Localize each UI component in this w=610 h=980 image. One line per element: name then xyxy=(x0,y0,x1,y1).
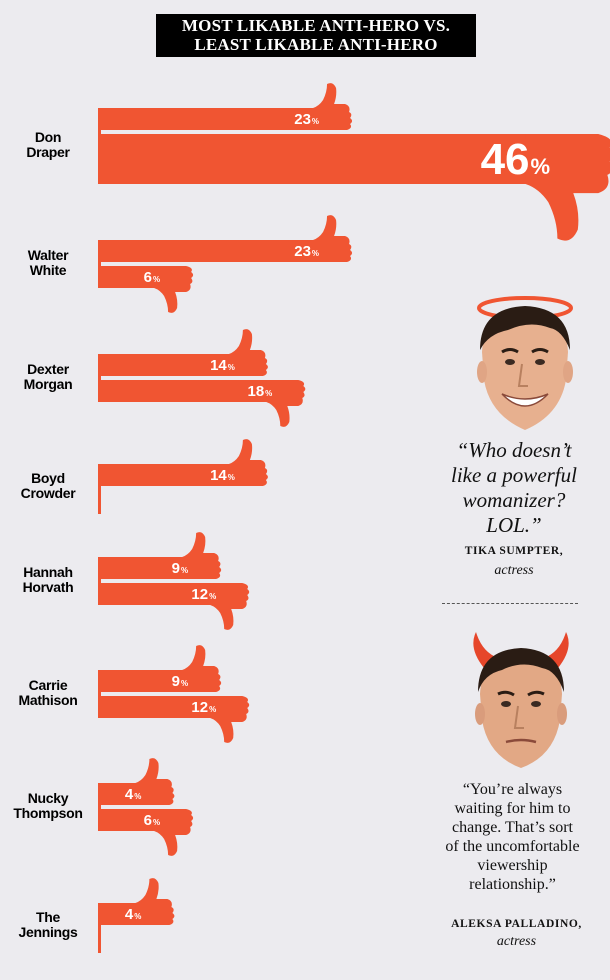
thumbs-down-icon xyxy=(210,583,250,630)
thumbs-up-icon xyxy=(228,329,268,376)
category-label: Horvath xyxy=(23,579,74,595)
thumbs-up-bar xyxy=(100,240,316,262)
thumbs-down-bar xyxy=(100,134,531,184)
row-axis-line xyxy=(98,783,101,831)
row-axis-line xyxy=(98,108,101,184)
quote-1-role: actress xyxy=(494,563,534,578)
category-label: Crowder xyxy=(21,485,77,501)
devil-horns-face-icon xyxy=(473,632,569,768)
row-axis-line xyxy=(98,670,101,718)
chart-title: MOST LIKABLE ANTI-HERO VS. LEAST LIKABLE… xyxy=(156,14,476,57)
category-label: Hannah xyxy=(23,564,73,580)
thumbs-up-icon xyxy=(135,878,175,925)
thumbs-down-bar xyxy=(100,266,157,288)
thumbs-down-bar xyxy=(100,696,213,718)
quote-2-line: viewership xyxy=(477,857,548,874)
category-label: Don xyxy=(35,129,61,145)
category-label: The xyxy=(36,909,61,925)
title-line-1: MOST LIKABLE ANTI-HERO VS. xyxy=(181,16,451,35)
thumbs-down-icon xyxy=(154,266,194,313)
category-label: Walter xyxy=(28,247,69,263)
quote-2-line: change. That’s sort xyxy=(451,819,573,836)
category-label: Thompson xyxy=(13,805,82,821)
thumbs-down-bar xyxy=(100,809,157,831)
thumbs-up-bar xyxy=(100,108,316,130)
category-label: Mathison xyxy=(18,692,77,708)
thumbs-down-icon xyxy=(266,380,306,427)
thumbs-down-bar xyxy=(100,583,213,605)
thumbs-up-bar xyxy=(100,670,185,692)
thumbs-down-icon xyxy=(525,134,610,241)
quote-1-line: like a powerful xyxy=(451,463,577,487)
category-label: Dexter xyxy=(27,361,70,377)
quote-2: “You’re always waiting for him to change… xyxy=(420,780,605,894)
row-axis-line xyxy=(98,557,101,605)
value-label: 46% xyxy=(481,135,551,184)
row-axis-line xyxy=(98,240,101,288)
category-label: Nucky xyxy=(28,790,69,806)
category-label: Morgan xyxy=(24,376,73,392)
thumbs-up-icon xyxy=(313,83,353,130)
thumbs-up-icon xyxy=(313,215,353,262)
quote-1: “Who doesn’t like a powerful womanizer? … xyxy=(424,438,604,538)
quote-2-line: relationship.” xyxy=(469,876,556,893)
thumbs-down-icon xyxy=(154,809,194,856)
thumbs-up-icon xyxy=(135,758,175,805)
quote-2-author: ALEKSA PALLADINO, xyxy=(451,918,582,930)
row-axis-line xyxy=(98,903,101,953)
quote-2-role: actress xyxy=(496,934,537,949)
thumbs-up-icon xyxy=(182,532,222,579)
quote-2-line: of the uncomfortable xyxy=(445,838,580,855)
thumbs-up-bar xyxy=(100,464,231,486)
thumbs-up-icon xyxy=(228,439,268,486)
halo-face-icon xyxy=(477,296,573,430)
quote-2-line: “You’re always xyxy=(462,781,563,798)
quote-1-line: LOL.” xyxy=(486,513,542,537)
category-label: Jennings xyxy=(18,924,78,940)
thumbs-up-icon xyxy=(182,645,222,692)
thumbs-up-bar xyxy=(100,783,138,805)
category-label: Draper xyxy=(26,144,70,160)
thumbs-up-bar xyxy=(100,354,231,376)
quote-divider xyxy=(442,603,578,604)
thumbs-up-bar xyxy=(100,557,185,579)
thumbs-down-icon xyxy=(210,696,250,743)
thumbs-up-bar xyxy=(100,903,138,925)
category-label: Boyd xyxy=(31,470,65,486)
title-line-2: LEAST LIKABLE ANTI-HERO xyxy=(194,35,438,54)
quote-1-line: “Who doesn’t xyxy=(456,438,572,462)
thumbs-down-bar xyxy=(100,380,269,402)
row-axis-line xyxy=(98,354,101,402)
quote-1-author: TIKA SUMPTER, xyxy=(464,545,564,557)
quote-2-line: waiting for him to xyxy=(454,800,571,817)
category-label: Carrie xyxy=(29,677,68,693)
quote-1-line: womanizer? xyxy=(462,488,566,512)
row-axis-line xyxy=(98,464,101,514)
category-label: White xyxy=(30,262,67,278)
